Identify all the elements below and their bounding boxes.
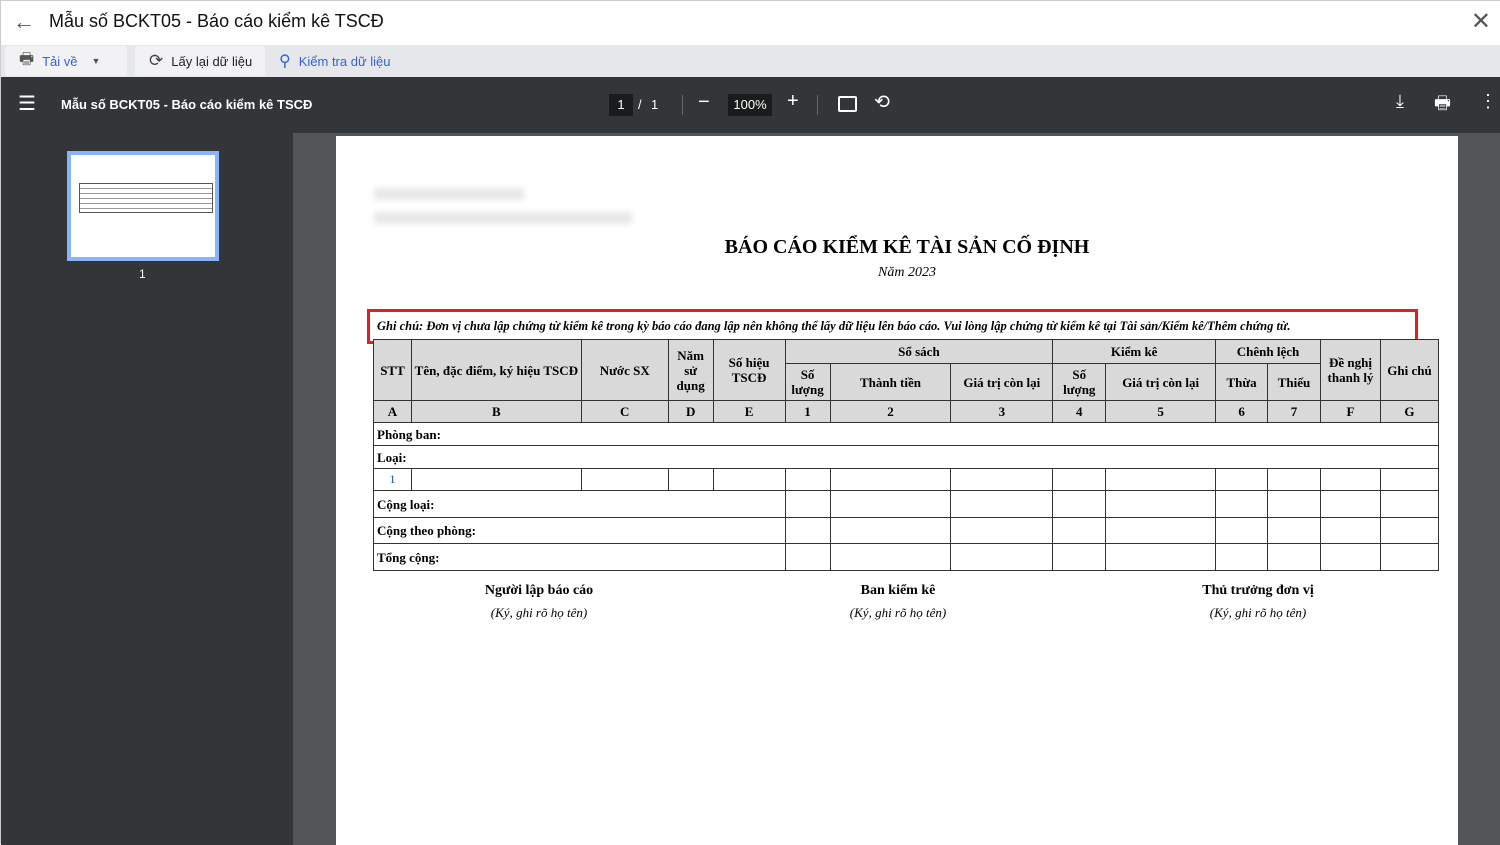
code-cell: 2 (829, 400, 952, 423)
pdf-page: BÁO CÁO KIỂM KÊ TÀI SẢN CỐ ĐỊNH Năm 2023… (336, 136, 1458, 845)
fit-page-icon[interactable] (838, 96, 857, 112)
dept-row: Phòng ban: (373, 422, 1439, 446)
pdf-toolbar: ☰ Mẫu số BCKT05 - Báo cáo kiểm kê TSCĐ 1… (1, 77, 1500, 133)
inventory-table: STT Tên, đặc điểm, ký hiệu TSCĐ Nước SX … (373, 339, 1440, 571)
code-cell: G (1379, 400, 1440, 423)
code-cell: 3 (950, 400, 1054, 423)
header-books-amount: Thành tiền (829, 363, 952, 401)
header-inv-qty: Số lượng (1052, 363, 1107, 401)
header-books-residual: Giá trị còn lại (950, 363, 1054, 401)
code-cell: C (580, 400, 669, 423)
page-total: 1 (651, 97, 659, 112)
search-icon: ⚲ (279, 53, 291, 70)
header-name: Tên, đặc điểm, ký hiệu TSCĐ (410, 339, 582, 401)
blurred-company-info (374, 188, 524, 200)
code-cell: D (667, 400, 714, 423)
header-inv-residual: Giá trị còn lại (1105, 363, 1217, 401)
code-cell: A (373, 400, 412, 423)
close-icon[interactable]: ✕ (1470, 8, 1491, 35)
reload-data-button[interactable]: ⟳ Lấy lại dữ liệu (135, 46, 265, 76)
header-country: Nước SX (580, 339, 669, 401)
report-title: BÁO CÁO KIỂM KÊ TÀI SẢN CỐ ĐỊNH (724, 236, 1090, 258)
check-label: Kiểm tra dữ liệu (298, 53, 391, 69)
page-thumbnail[interactable] (67, 151, 219, 261)
code-cell: 7 (1267, 400, 1322, 423)
report-year: Năm 2023 (878, 265, 936, 280)
thumbnail-sidebar: 1 (1, 133, 293, 845)
thumbnail-label: 1 (139, 267, 146, 281)
toolbar: 🖶 Tải về ▼ ⟳ Lấy lại dữ liệu ⚲ Kiểm tra … (1, 45, 1500, 77)
refresh-icon: ⟳ (149, 51, 164, 70)
print-icon[interactable]: 🖶 (1434, 93, 1451, 113)
sum-type-label: Cộng loại: (373, 490, 786, 518)
sum-type-row: Cộng loại: (373, 490, 1440, 518)
total-label: Tổng cộng: (373, 543, 786, 571)
signature-preparer: Người lập báo cáo (Ký, ghi rõ họ tên) (439, 583, 639, 621)
more-options-icon[interactable]: ⋮ (1479, 91, 1497, 111)
page-input[interactable]: 1 (609, 94, 633, 116)
signature-committee: Ban kiểm kê (Ký, ghi rõ họ tên) (798, 583, 998, 621)
back-arrow-icon[interactable]: ← (13, 9, 35, 34)
download-label: Tải về (42, 53, 78, 69)
window-title: Mẫu số BCKT05 - Báo cáo kiểm kê TSCĐ (49, 11, 384, 31)
sum-dept-row: Cộng theo phòng: (373, 517, 1440, 544)
dept-label: Phòng ban: (373, 422, 1439, 446)
report-note: Ghi chú: Đơn vị chưa lập chứng từ kiểm k… (377, 319, 1291, 333)
item-number: 1 (373, 468, 412, 491)
printer-icon: 🖶 (19, 50, 35, 68)
signature-role: Ban kiểm kê (860, 583, 936, 598)
header-note: Ghi chú (1379, 339, 1440, 401)
signature-hint: (Ký, ghi rõ họ tên) (849, 605, 947, 620)
header-books-qty: Số lượng (784, 363, 831, 401)
header-code: Số hiệu TSCĐ (712, 339, 786, 401)
code-cell: 5 (1105, 400, 1217, 423)
code-cell: B (410, 400, 582, 423)
header-year: Năm sử dụng (667, 339, 714, 401)
header-books: Sổ sách (784, 339, 1054, 364)
code-cell: 6 (1215, 400, 1269, 423)
title-bar: ← Mẫu số BCKT05 - Báo cáo kiểm kê TSCĐ ✕ (1, 1, 1500, 45)
header-shortage: Thiếu (1267, 363, 1322, 401)
header-inventory: Kiểm kê (1052, 339, 1217, 364)
page-separator: / (638, 97, 642, 112)
header-diff: Chênh lệch (1215, 339, 1322, 364)
reload-label: Lấy lại dữ liệu (171, 53, 253, 69)
table-row: 1 (373, 468, 1440, 491)
download-button[interactable]: 🖶 Tải về ▼ (5, 46, 127, 76)
type-row: Loại: (373, 445, 1439, 469)
pdf-title: Mẫu số BCKT05 - Báo cáo kiểm kê TSCĐ (61, 97, 313, 112)
caret-down-icon[interactable]: ▼ (91, 56, 101, 66)
zoom-input[interactable]: 100% (728, 94, 772, 116)
signature-head: Thủ trưởng đơn vị (Ký, ghi rõ họ tên) (1158, 583, 1358, 621)
header-stt: STT (373, 339, 412, 401)
signature-role: Người lập báo cáo (484, 583, 594, 598)
code-cell: E (712, 400, 786, 423)
signature-role: Thủ trưởng đơn vị (1202, 583, 1314, 598)
check-data-button[interactable]: ⚲ Kiểm tra dữ liệu (279, 46, 391, 76)
zoom-in-icon[interactable]: + (787, 90, 799, 112)
header-liquidate: Đề nghị thanh lý (1320, 339, 1381, 401)
type-label: Loại: (373, 445, 1439, 469)
zoom-out-icon[interactable]: − (698, 91, 710, 113)
rotate-icon[interactable]: ⟲ (874, 92, 890, 113)
signature-hint: (Ký, ghi rõ họ tên) (1209, 605, 1307, 620)
code-cell: 1 (784, 400, 831, 423)
total-row: Tổng cộng: (373, 543, 1440, 571)
blurred-company-address (374, 212, 632, 224)
menu-icon[interactable]: ☰ (18, 93, 36, 115)
signature-hint: (Ký, ghi rõ họ tên) (490, 605, 588, 620)
sum-dept-label: Cộng theo phòng: (373, 517, 786, 544)
download-icon[interactable]: ⤓ (1396, 91, 1404, 111)
code-cell: 4 (1052, 400, 1107, 423)
header-excess: Thừa (1215, 363, 1269, 401)
code-cell: F (1320, 400, 1381, 423)
